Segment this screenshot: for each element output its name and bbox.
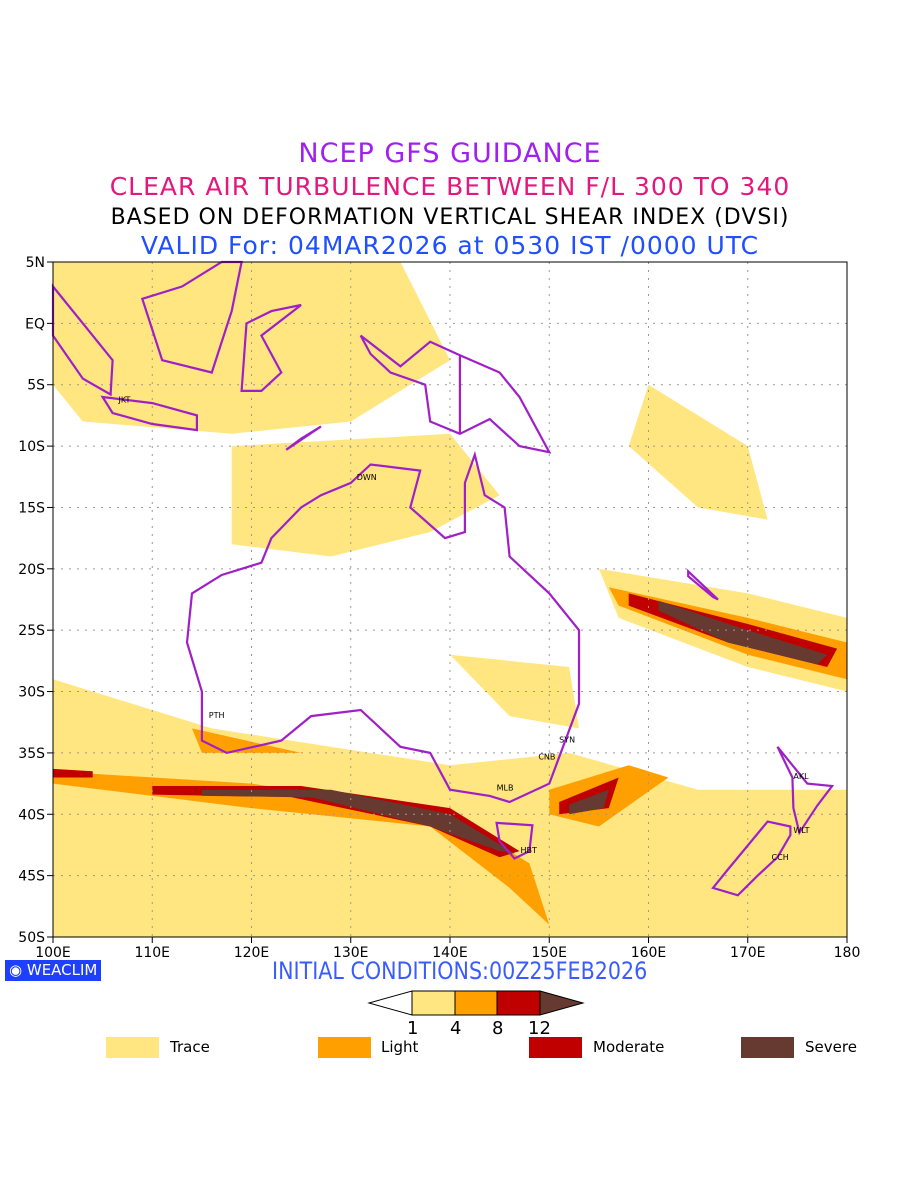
title-model: NCEP GFS GUIDANCE [298, 138, 602, 169]
logo-text: WEACLIM [26, 961, 98, 979]
lon-tick-label: 140E [432, 945, 468, 960]
lon-tick-label: 120E [234, 945, 270, 960]
tasmania-coastline [495, 821, 534, 860]
trace-area [628, 384, 768, 520]
title-valid-time: VALID For: 04MAR2026 at 0530 IST /0000 U… [140, 231, 760, 260]
legend-swatch-light [318, 1037, 371, 1058]
lat-tick-label: 50S [18, 930, 45, 946]
lat-tick-label: 15S [18, 500, 45, 516]
severe-area [569, 789, 609, 815]
severe-area [201, 789, 515, 854]
legend-swatch-moderate [529, 1037, 582, 1058]
city-label-akl: AKL [793, 772, 809, 781]
lat-tick-label: 40S [18, 807, 45, 823]
lon-tick-label: 110E [134, 945, 170, 960]
legend-label-trace: Trace [170, 1038, 210, 1056]
lat-tick-label: 30S [18, 685, 45, 701]
legend-swatch-trace [106, 1037, 159, 1058]
nz-north-island-coastline [776, 746, 835, 836]
legend-label-severe: Severe [805, 1038, 857, 1056]
sulawesi-coastline [240, 303, 302, 392]
legend-label-light: Light [381, 1038, 419, 1056]
lat-tick-label: EQ [25, 316, 45, 332]
city-label-jkt: JKT [117, 395, 130, 404]
colorbar-severe [539, 990, 585, 1016]
city-label-dwn: DWN [357, 473, 377, 482]
weaclim-logo: ◉ WEACLIM [5, 960, 101, 981]
colorbar-below-1 [367, 990, 413, 1016]
title-method: BASED ON DEFORMATION VERTICAL SHEAR INDE… [110, 205, 790, 230]
city-label-hbt: HBT [520, 846, 537, 855]
timor-coastline [285, 425, 322, 451]
lon-tick-label: 170E [730, 945, 766, 960]
colorbar-light [454, 990, 498, 1016]
city-label-cch: CCH [772, 853, 789, 862]
legend-swatch-severe [741, 1037, 794, 1058]
city-label-cnb: CNB [538, 753, 555, 762]
lat-tick-label: 25S [18, 623, 45, 639]
initial-conditions: INITIAL CONDITIONS:00Z25FEB2026 [272, 957, 648, 985]
colorbar-label: 12 [528, 1018, 551, 1039]
lat-tick-label: 45S [18, 869, 45, 885]
turbulence-map: JKT DWN PTH SYN CNB MLB HBT AKL WLT CCH 5N EQ 5S 10S… [18, 255, 861, 960]
trace-area [450, 654, 579, 729]
colorbar-label: 8 [492, 1018, 504, 1039]
new-guinea-coastline [359, 334, 552, 454]
lat-tick-label: 5N [26, 255, 45, 271]
lon-tick-label: 100E [35, 945, 71, 960]
colorbar-label: 4 [450, 1018, 462, 1039]
title-product: CLEAR AIR TURBULENCE BETWEEN F/L 300 TO … [109, 172, 791, 201]
australia-coastline [185, 450, 581, 804]
severe-area [658, 600, 828, 665]
colorbar-trace [411, 990, 456, 1016]
colorbar-moderate [496, 990, 541, 1016]
colorbar-label: 1 [407, 1018, 419, 1039]
lon-tick-label: 180 [834, 945, 861, 960]
light-area [53, 771, 550, 925]
legend-label-moderate: Moderate [593, 1038, 665, 1056]
lon-tick-label: 130E [333, 945, 369, 960]
lat-tick-label: 10S [18, 439, 45, 455]
lon-tick-label: 160E [631, 945, 667, 960]
nz-south-island-coastline [711, 820, 792, 897]
city-label-syn: SYN [559, 735, 575, 744]
lat-tick-label: 5S [27, 378, 45, 394]
city-label-wlt: WLT [793, 826, 809, 835]
city-label-pth: PTH [209, 711, 225, 720]
lat-tick-label: 35S [18, 746, 45, 762]
light-area [192, 728, 302, 753]
borneo-coastline [140, 260, 243, 374]
java-coastline [100, 395, 198, 432]
new-caledonia-coastline [687, 568, 719, 601]
moderate-area [53, 768, 93, 778]
lon-tick-label: 150E [531, 945, 567, 960]
lat-tick-label: 20S [18, 562, 45, 578]
city-label-mlb: MLB [497, 783, 514, 792]
